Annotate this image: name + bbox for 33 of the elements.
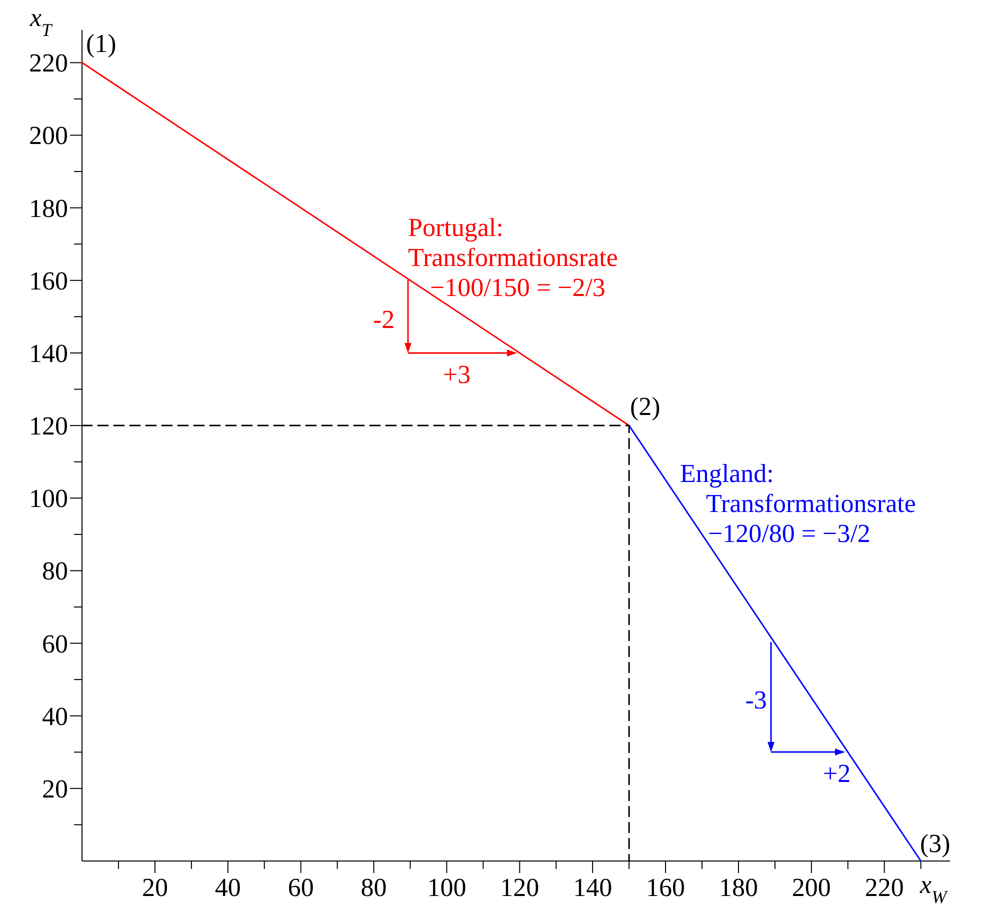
y-tick-label: 180 (29, 194, 68, 223)
y-tick-label: 60 (42, 629, 68, 658)
x-tick-label: 80 (360, 873, 387, 902)
x-tick-label: 140 (573, 873, 612, 902)
annotation: (1) (86, 29, 116, 58)
annotation: (2) (630, 392, 660, 421)
y-tick-label: 160 (29, 266, 68, 296)
annotation: Portugal: Transformationsrate −100/150 = −2/3 (408, 213, 618, 302)
annotation: England: Transformationsrate −120/80 = −3/2 (680, 459, 916, 548)
x-tick-label: 120 (500, 873, 540, 902)
x-tick-label: 60 (288, 873, 314, 902)
annotation: -3 (745, 685, 767, 714)
y-tick-label: 40 (42, 702, 68, 731)
y-tick-label: 200 (29, 121, 68, 150)
y-tick-label: 80 (42, 556, 68, 586)
x-tick-label: 20 (142, 873, 168, 902)
x-tick-label: 100 (427, 873, 466, 902)
x-tick-label: 40 (214, 873, 241, 902)
y-tick-label: 120 (29, 412, 68, 441)
annotation: +2 (823, 759, 851, 788)
x-tick-label: 160 (646, 873, 686, 902)
x-tick-label: 220 (864, 873, 904, 902)
annotation: +3 (443, 360, 471, 389)
y-tick-label: 100 (29, 484, 68, 514)
x-axis-title: x$_{W}$ (919, 870, 949, 907)
y-tick-label: 140 (29, 338, 68, 368)
annotation: (3) (920, 829, 950, 858)
y-axis-title: x$_{T}$ (29, 3, 54, 40)
y-tick-label: 20 (42, 774, 68, 804)
annotation: -2 (373, 305, 395, 334)
y-tick-label: 220 (29, 48, 68, 78)
x-tick-label: 200 (792, 873, 831, 902)
x-tick-label: 180 (718, 873, 758, 902)
